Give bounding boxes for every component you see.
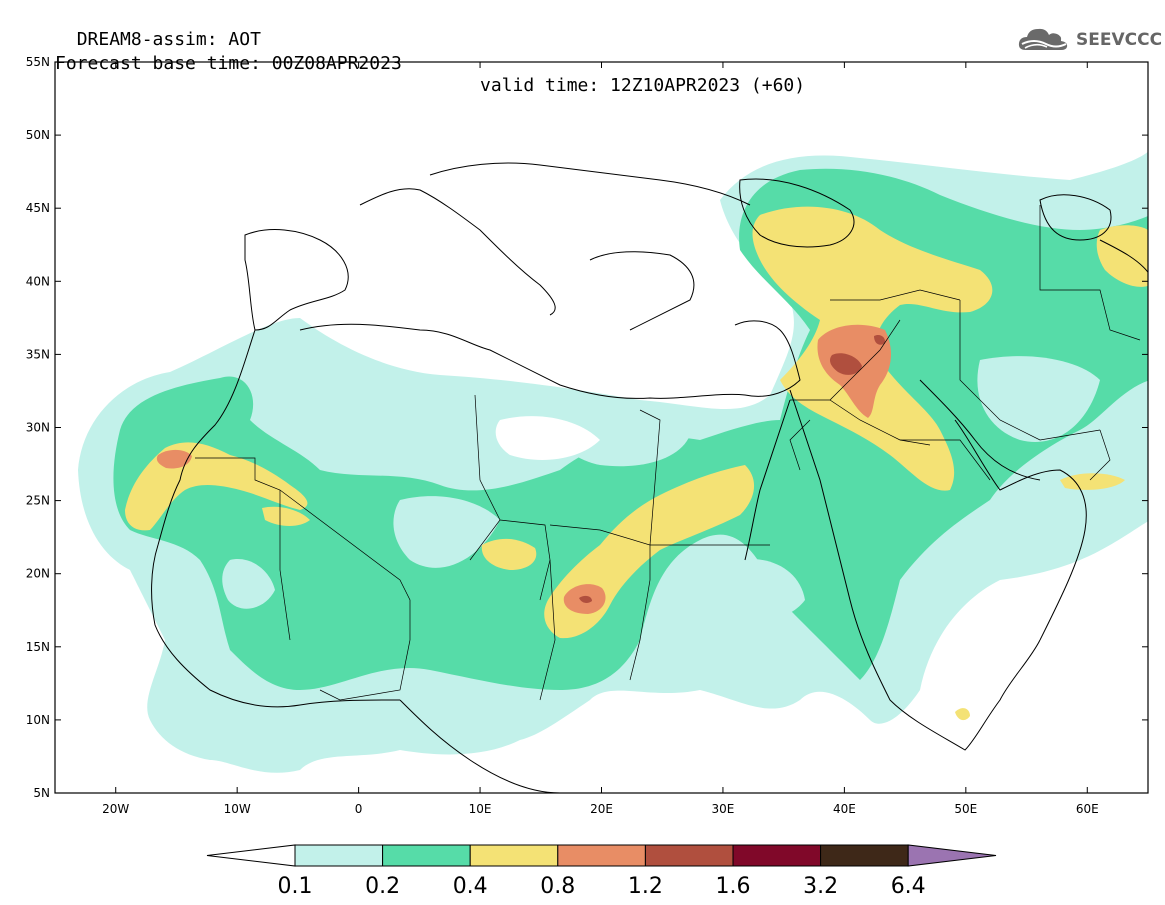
lon-tick-label: 10W — [224, 802, 251, 816]
lat-tick-label: 55N — [26, 55, 50, 69]
colorbar-label: 3.2 — [803, 874, 838, 899]
lat-tick-label: 30N — [26, 421, 50, 435]
lat-tick-label: 20N — [26, 567, 50, 581]
aot-field — [78, 151, 1148, 773]
lon-tick-label: 20E — [590, 802, 613, 816]
colorbar-label: 0.8 — [540, 874, 575, 899]
lon-tick-label: 50E — [954, 802, 977, 816]
colorbar: 0.1 0.2 0.4 0.8 1.2 1.6 3.2 6.4 — [206, 844, 997, 899]
base-time-label: Forecast base time: 00Z08APR2023 — [55, 53, 402, 74]
lat-tick-label: 15N — [26, 640, 50, 654]
colorbar-label: 1.6 — [716, 874, 751, 899]
coastlines — [151, 162, 1148, 793]
logo-text: SEEVCCC — [1076, 30, 1163, 50]
colorbar-segment — [382, 844, 471, 867]
cloud-icon — [1018, 28, 1068, 50]
lat-tick-label: 50N — [26, 128, 50, 142]
model-title: DREAM8-assim: AOT — [55, 7, 261, 51]
colorbar-segment — [469, 844, 559, 867]
colorbar-label: 6.4 — [891, 874, 926, 899]
time-line: Forecast base time: 00Z08APR2023 valid t… — [55, 31, 805, 97]
colorbar-segment — [820, 844, 909, 867]
lon-tick-label: 40E — [833, 802, 856, 816]
seevccc-logo: SEEVCCC — [1016, 24, 1162, 56]
colorbar-label: 1.2 — [628, 874, 663, 899]
lat-tick-label: 25N — [26, 494, 50, 508]
colorbar-segment — [294, 844, 384, 867]
country-borders — [195, 205, 1141, 701]
colorbar-label: 0.2 — [365, 874, 400, 899]
lat-tick-label: 40N — [26, 274, 50, 288]
colorbar-label: 0.4 — [453, 874, 488, 899]
lon-tick-label: 60E — [1076, 802, 1099, 816]
model-name: DREAM8-assim: AOT — [76, 29, 261, 50]
lon-tick-label: 30E — [712, 802, 735, 816]
colorbar-segment — [732, 844, 822, 867]
valid-time-label: valid time: 12Z10APR2023 (+60) — [480, 75, 806, 96]
colorbar-over-arrow — [907, 844, 997, 867]
lat-tick-label: 45N — [26, 201, 50, 215]
lat-tick-label: 5N — [33, 786, 50, 800]
lat-tick-label: 35N — [26, 347, 50, 361]
longitude-axis: 20W 10W 0 10E 20E 30E 40E 50E 60E — [102, 62, 1099, 816]
colorbar-label: 0.1 — [278, 874, 313, 899]
lon-tick-label: 0 — [355, 802, 363, 816]
lon-tick-label: 20W — [102, 802, 129, 816]
colorbar-segment — [557, 844, 646, 867]
latitude-axis: 55N 50N 45N 40N 35N 30N 25N 20N 15N 10N 5N — [26, 55, 1148, 800]
colorbar-segment — [644, 844, 734, 867]
lat-tick-label: 10N — [26, 713, 50, 727]
colorbar-under-arrow — [206, 844, 296, 867]
lon-tick-label: 10E — [469, 802, 492, 816]
